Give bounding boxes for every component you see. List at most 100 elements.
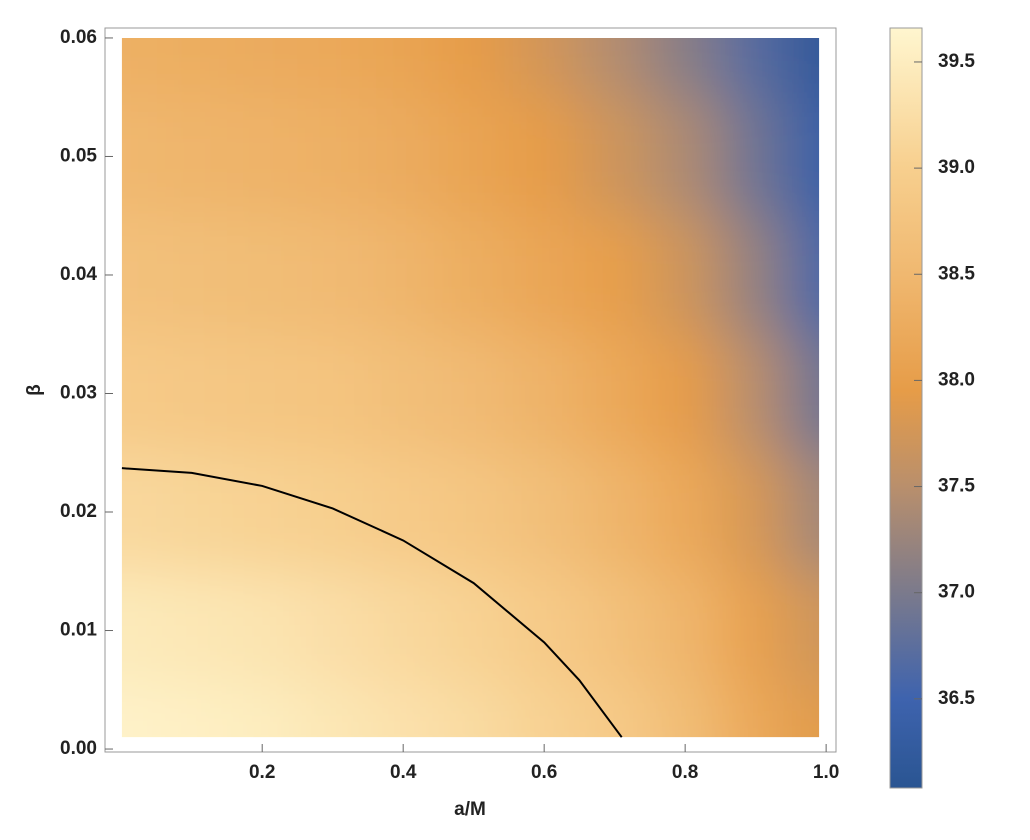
y-tick-label: 0.03 bbox=[60, 383, 97, 404]
density-cell bbox=[121, 334, 158, 454]
density-cell bbox=[720, 571, 789, 685]
density-cell bbox=[297, 97, 369, 217]
density-cell bbox=[438, 452, 510, 573]
density-cell bbox=[508, 215, 581, 336]
density-cell bbox=[226, 37, 299, 99]
density-cell bbox=[787, 37, 820, 99]
density-cell bbox=[156, 37, 228, 99]
x-tick-label: 0.8 bbox=[672, 762, 698, 783]
density-cell bbox=[367, 452, 440, 573]
density-cell bbox=[156, 97, 228, 217]
density-cell bbox=[367, 37, 440, 99]
density-cell bbox=[579, 215, 651, 336]
density-cell bbox=[297, 215, 369, 336]
x-axis-label: a/M bbox=[454, 799, 486, 820]
density-cell bbox=[649, 571, 722, 685]
density-cell bbox=[438, 37, 510, 99]
density-cell bbox=[156, 215, 228, 336]
density-cell bbox=[579, 97, 651, 217]
density-cell bbox=[438, 334, 510, 454]
density-cell bbox=[649, 215, 722, 336]
density-cell bbox=[367, 334, 440, 454]
density-cell bbox=[438, 683, 510, 738]
density-cell bbox=[226, 334, 299, 454]
density-cell bbox=[438, 215, 510, 336]
colorbar-tick-label: 39.5 bbox=[938, 51, 975, 72]
density-cell bbox=[121, 215, 158, 336]
density-cell bbox=[720, 97, 789, 217]
density-cell bbox=[508, 37, 581, 99]
density-cell bbox=[226, 97, 299, 217]
density-cell bbox=[579, 334, 651, 454]
density-cell bbox=[297, 683, 369, 738]
density-cell bbox=[649, 683, 722, 738]
density-cell bbox=[787, 683, 820, 738]
density-cell bbox=[121, 97, 158, 217]
density-cell bbox=[121, 452, 158, 573]
density-cell bbox=[649, 334, 722, 454]
density-cell bbox=[121, 683, 158, 738]
colorbar bbox=[889, 27, 923, 789]
y-tick-label: 0.02 bbox=[60, 501, 97, 522]
density-cell bbox=[579, 571, 651, 685]
density-cell bbox=[297, 571, 369, 685]
colorbar-tick-label: 38.5 bbox=[938, 263, 975, 284]
density-cell bbox=[508, 334, 581, 454]
colorbar-tick-label: 39.0 bbox=[938, 157, 975, 178]
density-cell bbox=[649, 37, 722, 99]
density-cell bbox=[297, 334, 369, 454]
density-cell bbox=[156, 334, 228, 454]
colorbar-tick-label: 38.0 bbox=[938, 369, 975, 390]
density-cell bbox=[720, 37, 789, 99]
density-cell bbox=[579, 683, 651, 738]
density-cell bbox=[508, 97, 581, 217]
colorbar-tick-label: 37.5 bbox=[938, 476, 975, 497]
density-cell bbox=[121, 37, 158, 99]
colorbar-tick-label: 36.5 bbox=[938, 688, 975, 709]
density-cell bbox=[226, 215, 299, 336]
x-tick-label: 0.2 bbox=[249, 762, 275, 783]
density-cell bbox=[649, 97, 722, 217]
density-cell bbox=[787, 452, 820, 573]
density-cell bbox=[367, 683, 440, 738]
y-tick-label: 0.00 bbox=[60, 738, 97, 759]
density-cell bbox=[787, 97, 820, 217]
density-cell bbox=[367, 571, 440, 685]
y-tick-label: 0.04 bbox=[60, 264, 97, 285]
density-cell bbox=[508, 571, 581, 685]
colorbar-tick-label: 37.0 bbox=[938, 582, 975, 603]
y-tick-label: 0.01 bbox=[60, 620, 97, 641]
y-tick-label: 0.06 bbox=[60, 27, 97, 48]
density-cell bbox=[226, 683, 299, 738]
density-cell bbox=[787, 334, 820, 454]
density-cell bbox=[438, 97, 510, 217]
density-cell bbox=[367, 97, 440, 217]
y-tick-label: 0.05 bbox=[60, 145, 97, 166]
density-cell bbox=[720, 683, 789, 738]
density-cell bbox=[367, 215, 440, 336]
density-cell bbox=[787, 571, 820, 685]
plot-frame bbox=[104, 27, 837, 753]
density-cell bbox=[579, 37, 651, 99]
density-cell bbox=[297, 37, 369, 99]
density-cell bbox=[226, 452, 299, 573]
density-cell bbox=[438, 571, 510, 685]
density-cell bbox=[226, 571, 299, 685]
density-cell bbox=[297, 452, 369, 573]
density-cell bbox=[720, 452, 789, 573]
density-cells bbox=[121, 37, 820, 738]
contour-line bbox=[121, 467, 623, 738]
density-cell bbox=[156, 571, 228, 685]
x-tick-label: 0.4 bbox=[390, 762, 417, 783]
density-cell bbox=[508, 683, 581, 738]
density-cell bbox=[720, 215, 789, 336]
density-field bbox=[121, 37, 820, 738]
density-cell bbox=[579, 452, 651, 573]
x-tick-label: 1.0 bbox=[813, 762, 839, 783]
density-cell bbox=[787, 215, 820, 336]
density-cell bbox=[121, 571, 158, 685]
y-axis-label: β bbox=[24, 384, 45, 396]
x-tick-label: 0.6 bbox=[531, 762, 557, 783]
density-cell bbox=[156, 683, 228, 738]
